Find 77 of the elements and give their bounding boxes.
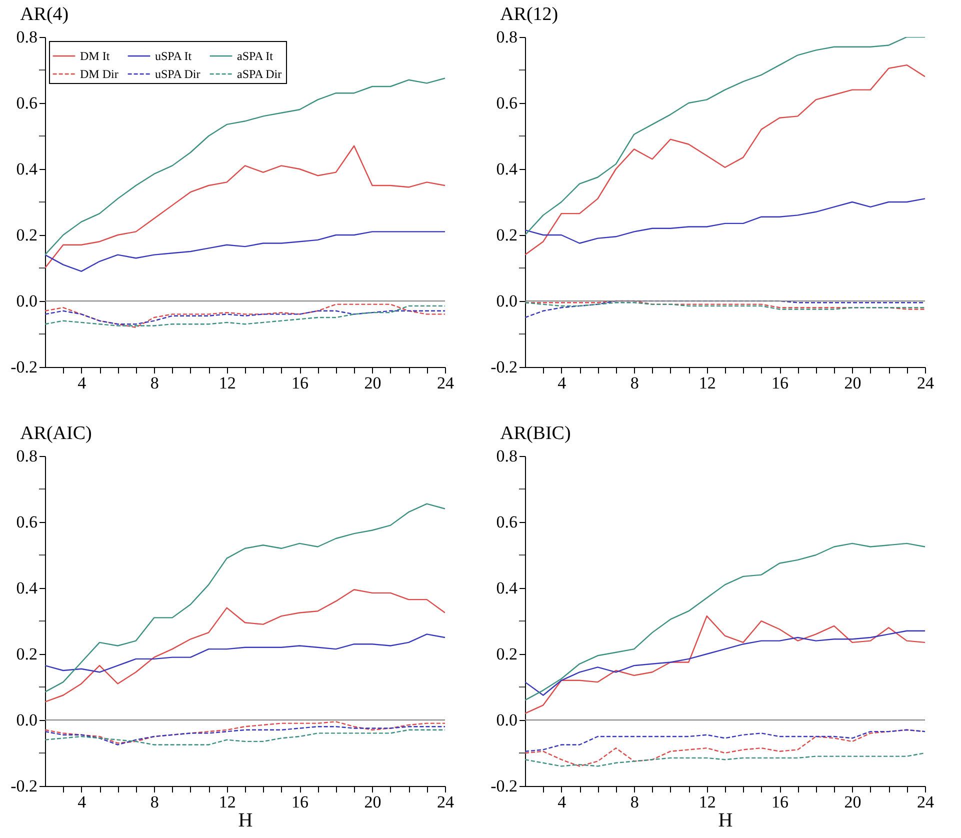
y-tick-label: 0.8	[16, 28, 38, 46]
y-tick-label: -0.2	[490, 776, 518, 796]
y-tick-label: 0.8	[16, 446, 38, 466]
y-tick-label: 0.2	[496, 644, 518, 664]
line-series	[45, 634, 445, 673]
line-series	[45, 589, 445, 702]
line-series	[45, 729, 445, 746]
line-series	[45, 310, 445, 325]
x-tick-label: 16	[292, 374, 309, 392]
legend-label: aSPA It	[237, 49, 274, 63]
y-tick-label: 0.4	[496, 160, 518, 178]
x-tick-label: 8	[630, 792, 639, 812]
x-tick-label: 24	[437, 792, 454, 812]
chart-title: AR(AIC)	[20, 423, 92, 444]
x-tick-label: 20	[844, 792, 862, 812]
y-tick-label: 0.4	[16, 160, 38, 178]
x-tick-label: 20	[364, 792, 382, 812]
line-series	[525, 198, 925, 244]
y-tick-label: -0.2	[10, 776, 38, 796]
line-series	[45, 726, 445, 746]
legend-label: uSPA Dir	[155, 67, 200, 81]
x-tick-label: 16	[772, 792, 789, 812]
x-tick-label: 20	[844, 374, 862, 392]
x-tick-label: 4	[78, 374, 87, 392]
y-tick-label: -0.2	[490, 358, 518, 376]
x-tick-label: 8	[150, 374, 159, 392]
y-tick-label: 0.0	[16, 292, 38, 310]
y-tick-label: 0.6	[16, 512, 38, 532]
y-tick-label: 0.2	[496, 226, 518, 244]
x-tick-label: 4	[558, 792, 567, 812]
y-tick-label: 0.0	[16, 710, 38, 730]
line-series	[525, 630, 925, 696]
legend-label: aSPA Dir	[237, 67, 282, 81]
y-tick-label: 0.6	[496, 94, 518, 112]
y-tick-label: 0.6	[16, 94, 38, 112]
chart-title: AR(4)	[20, 4, 69, 25]
chart-title: AR(12)	[500, 4, 558, 25]
x-tick-label: 4	[558, 374, 567, 392]
y-tick-label: 0.4	[496, 578, 518, 598]
x-tick-label: 8	[630, 374, 639, 392]
legend-label: DM Dir	[80, 67, 118, 81]
x-tick-label: 20	[364, 374, 382, 392]
y-tick-label: 0.6	[496, 512, 518, 532]
x-tick-label: 12	[698, 374, 716, 392]
line-series	[45, 78, 445, 256]
line-series	[525, 64, 925, 256]
x-tick-label: 4	[78, 792, 87, 812]
line-series	[525, 542, 925, 701]
line-series	[45, 231, 445, 272]
x-tick-label: 12	[218, 792, 236, 812]
x-tick-label: 16	[772, 374, 789, 392]
x-tick-label: 16	[292, 792, 309, 812]
x-tick-label: 24	[437, 374, 454, 392]
x-tick-label: 8	[150, 792, 159, 812]
x-axis-title: H	[718, 810, 733, 832]
line-series	[45, 721, 445, 744]
y-tick-label: 0.8	[496, 28, 518, 46]
line-series	[525, 752, 925, 767]
line-series	[525, 37, 925, 236]
line-series	[525, 729, 925, 752]
line-series	[45, 503, 445, 693]
chart-title: AR(BIC)	[500, 423, 571, 444]
x-tick-label: 12	[698, 792, 716, 812]
x-tick-label: 24	[917, 792, 934, 812]
y-tick-label: 0.4	[16, 578, 38, 598]
x-tick-label: 24	[917, 374, 934, 392]
legend-label: DM It	[80, 49, 110, 63]
x-axis-title: H	[238, 810, 253, 832]
y-tick-label: 0.2	[16, 226, 38, 244]
y-tick-label: 0.2	[16, 644, 38, 664]
y-tick-label: 0.0	[496, 292, 518, 310]
y-tick-label: 0.8	[496, 446, 518, 466]
line-series	[525, 615, 925, 714]
y-tick-label: 0.0	[496, 710, 518, 730]
y-tick-label: -0.2	[10, 358, 38, 376]
legend-label: uSPA It	[155, 49, 192, 63]
x-tick-label: 12	[218, 374, 236, 392]
